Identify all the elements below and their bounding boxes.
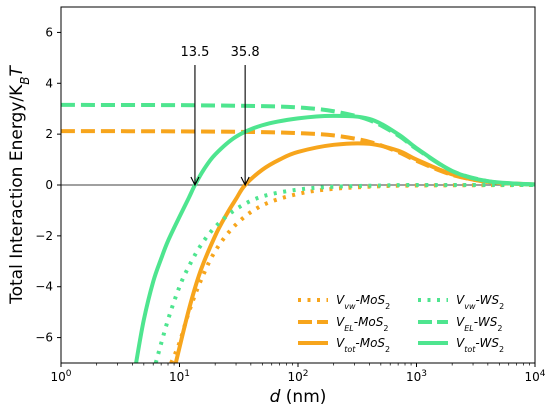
legend-label-1: VEL-MoS2: [336, 315, 388, 333]
annotation-arrowhead-1: [240, 176, 250, 187]
annotation-arrowhead-0: [190, 176, 200, 187]
annotation-label-0: 13.5: [180, 45, 209, 60]
x-tick-label-0: 100: [50, 369, 71, 384]
y-tick-label-1: −4: [35, 280, 53, 294]
x-tick-label-2: 102: [287, 369, 308, 384]
x-tick-label-4: 104: [524, 369, 545, 384]
y-tick-label-0: −6: [35, 331, 53, 345]
y-tick-label-6: 6: [45, 25, 53, 39]
legend-label-3: Vvw-WS2: [456, 293, 504, 311]
series-line-2: [173, 141, 535, 363]
x-tick-label-3: 103: [406, 369, 427, 384]
x-axis-label: d (nm): [270, 387, 327, 407]
y-tick-label-3: 0: [45, 178, 53, 192]
annotation-label-1: 35.8: [231, 45, 260, 60]
annotation-0: 13.5: [180, 45, 209, 187]
series-line-1: [61, 129, 535, 187]
legend-label-5: Vtot-WS2: [456, 336, 504, 354]
x-tick-label-1: 101: [169, 369, 190, 384]
annotation-1: 35.8: [231, 45, 260, 187]
y-tick-label-2: −2: [35, 229, 53, 243]
y-axis-label: Total Interaction Energy/KBT: [7, 65, 32, 305]
y-tick-label-5: 4: [45, 76, 53, 90]
legend-label-4: VEL-WS2: [456, 315, 502, 333]
legend-label-2: Vtot-MoS2: [336, 336, 390, 354]
y-tick-label-4: 2: [45, 127, 53, 141]
series-line-5: [134, 113, 535, 363]
legend-label-0: Vvw-MoS2: [336, 293, 390, 311]
legend: Vvw-MoS2 VEL-MoS2 Vtot-MoS2 Vvw-WS2 VEL-WS2 V…: [298, 293, 504, 354]
